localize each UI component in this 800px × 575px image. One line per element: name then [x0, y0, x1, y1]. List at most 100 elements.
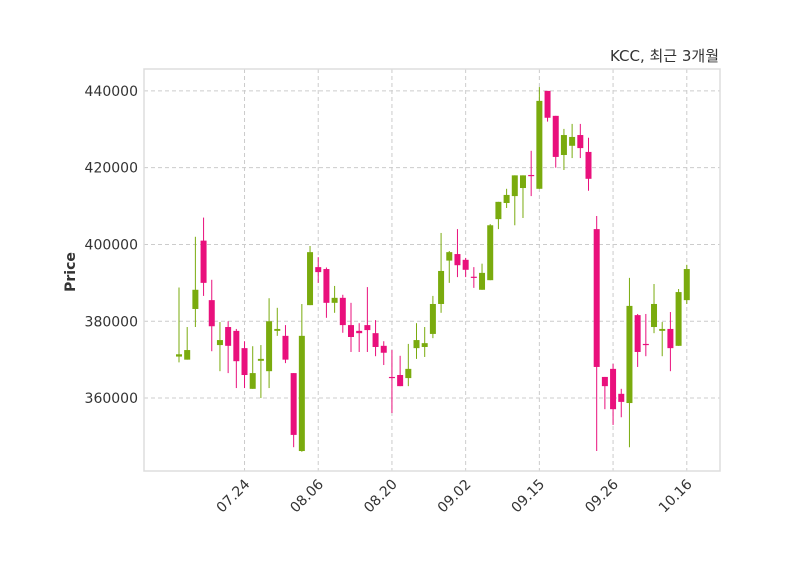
- candle: [593, 216, 600, 452]
- candle-body: [495, 201, 502, 220]
- candle-body: [610, 368, 617, 410]
- candle-body: [356, 330, 363, 334]
- candle-body: [593, 229, 600, 367]
- candle: [495, 201, 502, 230]
- x-tick-label: 09.02: [435, 477, 475, 517]
- candle-body: [208, 300, 215, 327]
- candle-body: [216, 340, 223, 346]
- candle: [364, 287, 371, 352]
- candle-body: [651, 303, 658, 328]
- y-axis-label: Price: [63, 252, 79, 292]
- candle: [249, 346, 256, 389]
- candle-body: [519, 175, 526, 189]
- candle: [544, 90, 551, 122]
- candle-body: [315, 267, 322, 273]
- candle: [266, 298, 273, 389]
- candle: [200, 217, 207, 296]
- candle-body: [380, 345, 387, 353]
- candle-body: [372, 333, 379, 347]
- candle-body: [683, 269, 690, 301]
- candle: [618, 388, 625, 418]
- candle: [290, 373, 297, 448]
- candle-body: [347, 325, 354, 337]
- candle-body: [225, 327, 232, 346]
- candle: [225, 321, 232, 374]
- candle-body: [618, 393, 625, 402]
- candle-body: [282, 335, 289, 360]
- candle-body: [200, 240, 207, 283]
- candle-body: [421, 343, 428, 347]
- candle: [356, 323, 363, 352]
- candle: [438, 232, 445, 313]
- candle-body: [413, 340, 420, 349]
- candle-body: [659, 328, 666, 331]
- candle-body: [364, 325, 371, 331]
- candle: [331, 285, 338, 313]
- y-tick-label: 420000: [85, 161, 138, 177]
- candle: [601, 376, 608, 410]
- candle-body: [577, 135, 584, 149]
- candle: [241, 341, 248, 389]
- candle: [536, 87, 543, 189]
- candle: [610, 363, 617, 425]
- candle-body: [511, 175, 518, 197]
- candle: [675, 289, 682, 346]
- candle: [569, 123, 576, 159]
- candle: [552, 115, 559, 168]
- candle: [470, 267, 477, 288]
- candle-body: [388, 376, 395, 379]
- candle: [511, 175, 518, 226]
- candle-body: [470, 276, 477, 278]
- candle: [519, 175, 526, 218]
- candle: [315, 257, 322, 283]
- candle-body: [274, 328, 281, 331]
- candle: [274, 307, 281, 336]
- candle: [421, 327, 428, 357]
- x-tick-label: 07.24: [214, 476, 254, 516]
- x-axis: 07.24 08.06 08.20 09.02 09.15 09.26 10.16: [214, 476, 696, 516]
- candle-body: [192, 289, 199, 309]
- candle-body: [560, 135, 567, 156]
- x-tick-label: 08.20: [361, 477, 401, 517]
- y-axis: 360000 380000 400000 420000 440000: [85, 84, 138, 407]
- x-tick-label: 08.06: [287, 476, 327, 516]
- candle: [372, 320, 379, 357]
- candle: [176, 287, 182, 363]
- candle: [626, 277, 633, 448]
- candle-body: [569, 136, 576, 146]
- candle: [659, 322, 666, 357]
- candle: [298, 303, 305, 452]
- candle-body: [446, 252, 453, 261]
- candle-body: [249, 373, 256, 389]
- candle: [184, 327, 191, 360]
- y-tick-label: 360000: [85, 391, 138, 407]
- candle: [634, 313, 641, 367]
- candle: [405, 343, 412, 387]
- candle: [257, 345, 264, 399]
- candle: [323, 267, 330, 318]
- candle: [577, 123, 584, 159]
- candle: [208, 279, 215, 352]
- candle: [462, 257, 469, 278]
- y-tick-label: 380000: [85, 314, 138, 330]
- candle: [585, 137, 592, 191]
- candle-body: [626, 305, 633, 404]
- candle-body: [585, 151, 592, 179]
- chart-title: KCC, 최근 3개월: [610, 47, 719, 65]
- plot-frame: [143, 68, 721, 472]
- candle: [642, 313, 649, 357]
- candle: [454, 229, 461, 278]
- candle-body: [339, 297, 346, 326]
- candle: [397, 355, 404, 387]
- candle-body: [397, 375, 404, 387]
- candle-body: [176, 354, 182, 357]
- candle: [216, 322, 223, 372]
- candle-body: [266, 321, 273, 372]
- candle-body: [634, 315, 641, 352]
- candle-body: [307, 252, 314, 306]
- candle: [282, 325, 289, 364]
- y-tick-label: 440000: [85, 84, 138, 100]
- candle-body: [298, 335, 305, 452]
- x-tick-label: 09.15: [509, 477, 549, 517]
- candle-body: [438, 270, 445, 304]
